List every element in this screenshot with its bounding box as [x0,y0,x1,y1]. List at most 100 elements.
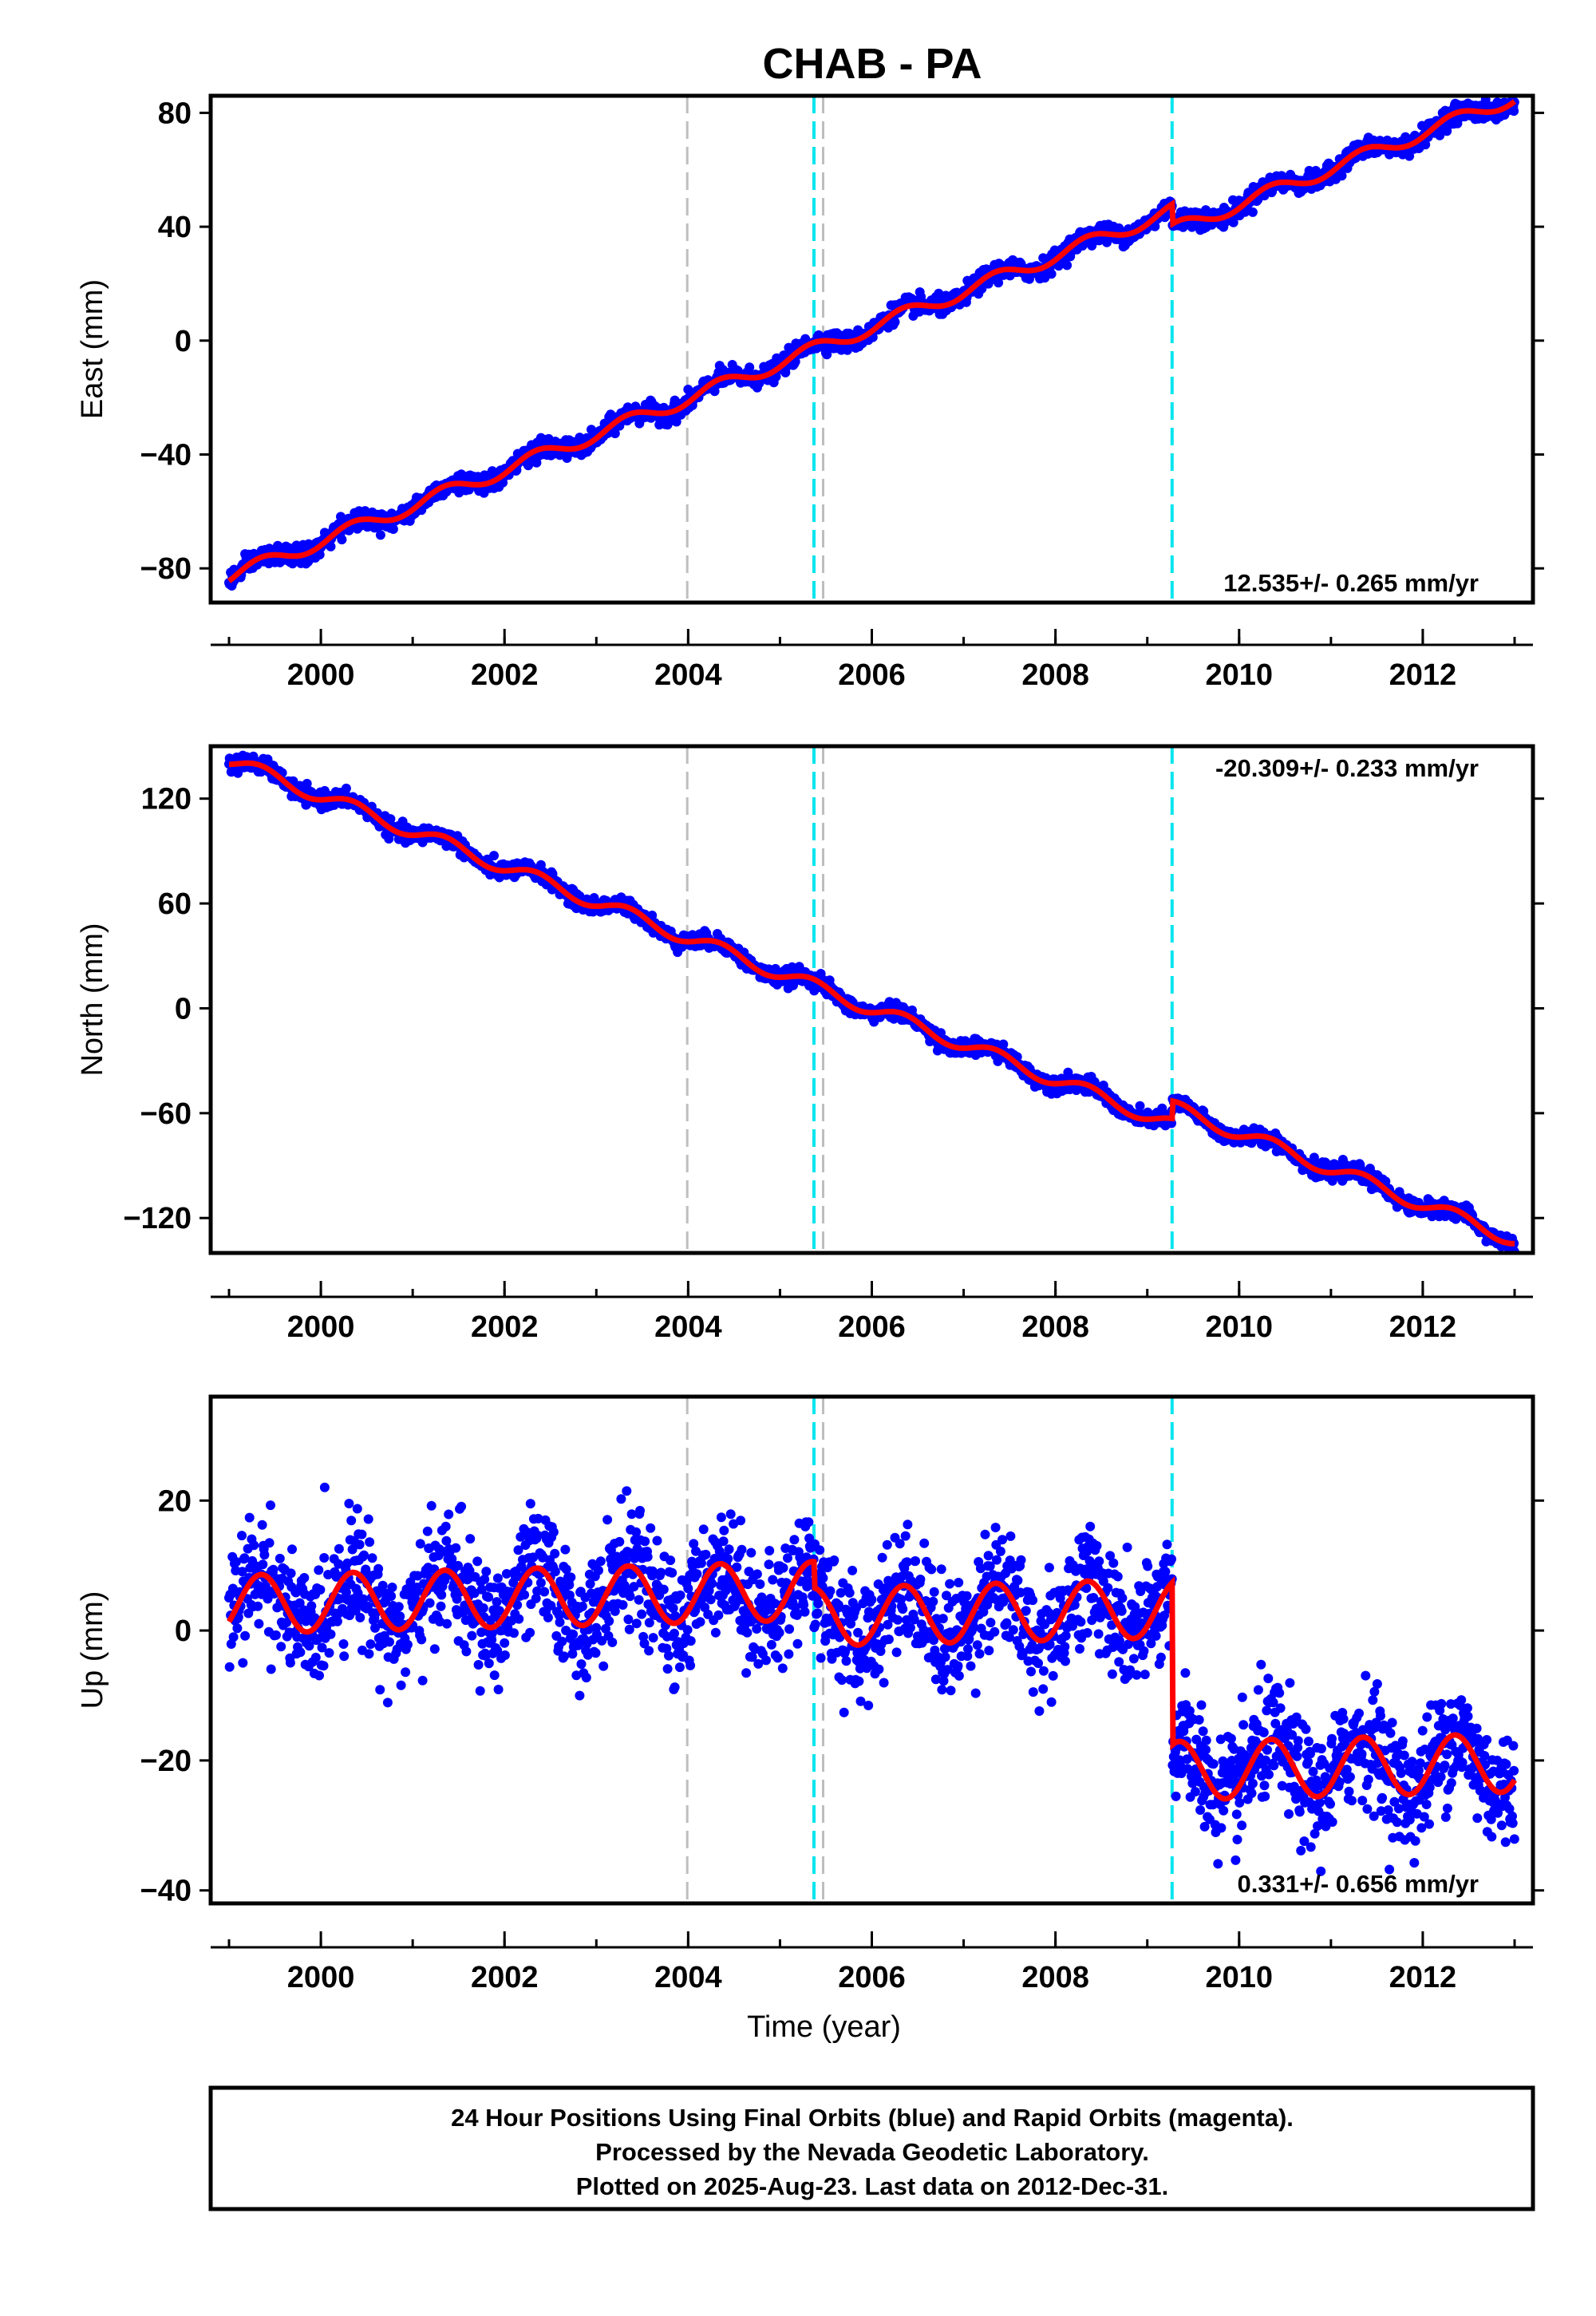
up-point [237,1531,247,1541]
up-point [326,1629,336,1639]
north-point [647,911,658,920]
up-point [254,1618,264,1629]
north-xtick-label-5: 2010 [1206,1310,1274,1344]
east-point [671,417,681,427]
north-xtick-label-6: 2012 [1389,1310,1457,1344]
north-xtick-label-0: 2000 [287,1310,355,1344]
up-point [295,1647,306,1658]
east-point [610,429,620,439]
east-model-line [227,99,1517,583]
up-point [287,1544,297,1555]
up-point [315,1585,326,1595]
up-point [257,1520,267,1530]
up-point [240,1630,251,1641]
north-rate-label: -20.309+/- 0.233 mm/yr [1215,754,1479,782]
up-data-points [224,1482,1519,1876]
north-model-line [229,760,1515,1247]
east-frame [208,93,1535,605]
up-point [276,1642,286,1652]
east-point [1509,106,1519,117]
north-ylabel: North (mm) [76,923,109,1076]
up-point [232,1623,243,1634]
up-point [264,1538,275,1548]
east-point [934,288,944,298]
up-point [271,1630,281,1640]
north-point [489,851,499,861]
east-ytick-label-1: −40 [140,438,192,472]
up-point [286,1568,296,1579]
north-ytick-label-2: 0 [175,992,192,1026]
up-point [339,1651,350,1662]
east-ytick-label-0: −80 [140,552,192,586]
up-point [324,1648,334,1658]
north-ytick-label-1: −60 [140,1097,192,1131]
up-point [238,1658,248,1668]
up-point [258,1559,268,1570]
up-point [266,1500,275,1511]
up-point [275,1553,285,1563]
north-ytick-label-3: 60 [158,887,192,921]
east-xtick-label-6: 2012 [1389,658,1457,692]
east-ytick-label-3: 40 [158,211,192,244]
east-point [994,278,1004,288]
east-xtick-label-5: 2010 [1206,658,1274,692]
east-point [1046,269,1057,279]
up-point [249,1540,259,1551]
up-point [253,1601,263,1611]
north-ytick-label-4: 120 [141,783,192,816]
east-point [1337,171,1347,181]
up-point [268,1564,279,1575]
east-point [337,535,347,545]
north-point [302,778,312,788]
east-point [1228,217,1238,227]
east-point [1247,207,1258,217]
north-ytick-label-0: −120 [123,1202,192,1235]
east-ytick-label-4: 80 [158,97,192,130]
east-point [1062,260,1073,271]
east-point [314,550,325,559]
east-data-points [224,96,1519,591]
north-xtick-label-4: 2008 [1021,1310,1089,1344]
up-point [338,1639,349,1649]
up-point [319,1553,330,1563]
east-xtick-label-1: 2002 [471,658,539,692]
east-point [326,541,336,551]
east-ylabel: East (mm) [76,279,109,419]
up-point [319,1482,330,1492]
up-point [259,1550,270,1560]
east-point [1420,140,1431,150]
up-point [346,1516,357,1526]
up-point [266,1664,276,1674]
east-point [1404,151,1415,161]
east-point [375,530,385,540]
east-point [531,457,542,468]
north-point [341,783,351,793]
up-point [306,1601,317,1611]
page-title: CHAB - PA [763,40,982,88]
up-point [314,1670,324,1681]
up-point [334,1543,344,1554]
north-point [385,814,396,824]
up-point [224,1662,235,1672]
east-point [388,524,398,534]
up-point [318,1661,329,1671]
east-point [890,317,900,327]
up-point [332,1616,342,1626]
up-point [314,1565,324,1575]
up-point [228,1632,239,1642]
east-xtick-label-0: 2000 [287,658,355,692]
east-xtick-label-3: 2006 [838,658,906,692]
up-point [344,1499,354,1508]
east-ytick-label-2: 0 [175,325,192,358]
east-point [709,386,720,397]
up-point [285,1658,295,1668]
north-data-points [224,750,1519,1253]
up-point [244,1512,255,1523]
north-xtick-label-1: 2002 [471,1310,539,1344]
east-xtick-label-4: 2008 [1021,658,1089,692]
east-point [1435,130,1445,140]
up-point [299,1573,310,1583]
